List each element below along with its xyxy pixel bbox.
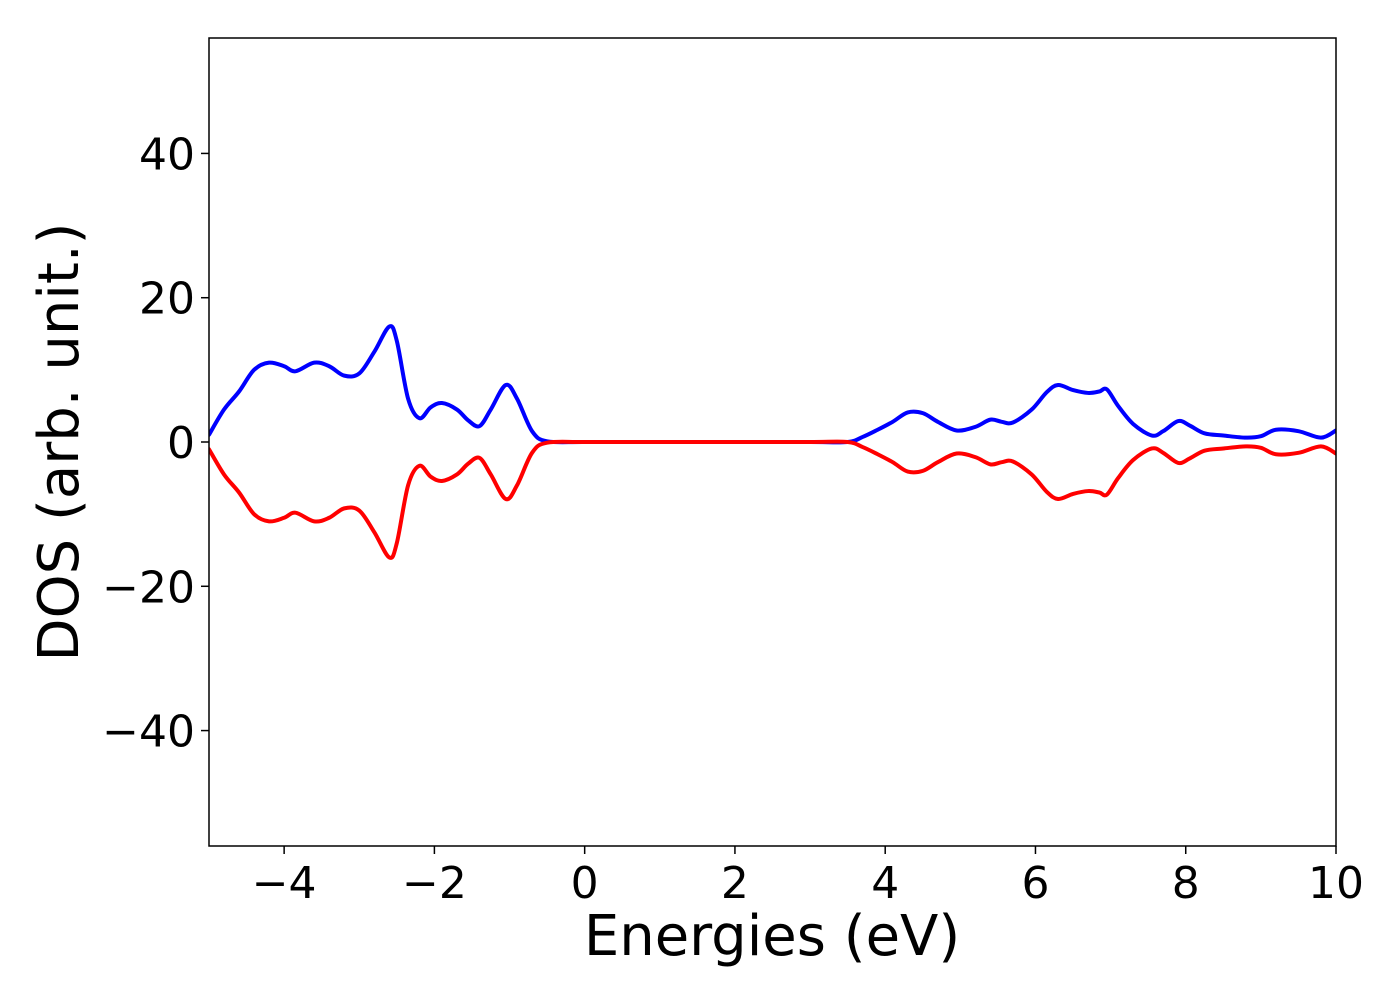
y-axis: −40 −20 0 20 40 — [102, 129, 209, 758]
y-axis-label: DOS (arb. unit.) — [27, 222, 92, 661]
y-tick-label: 0 — [167, 418, 195, 469]
x-tick-label: −4 — [252, 858, 317, 909]
series-layer — [209, 324, 1336, 560]
x-tick-label: 0 — [571, 858, 599, 909]
x-tick-label: 4 — [871, 858, 899, 909]
y-tick-label: −40 — [102, 707, 195, 758]
x-tick-label: 6 — [1021, 858, 1049, 909]
x-axis-label: Energies (eV) — [584, 904, 960, 969]
series-line-1 — [209, 324, 1336, 445]
x-tick-label: 8 — [1172, 858, 1200, 909]
y-tick-label: −20 — [102, 562, 195, 613]
y-tick-label: 20 — [139, 274, 195, 325]
x-tick-label: −2 — [402, 858, 467, 909]
x-tick-label: 2 — [721, 858, 749, 909]
y-tick-label: 40 — [139, 129, 195, 180]
series-line-2 — [209, 439, 1336, 560]
x-tick-label: 10 — [1308, 858, 1364, 909]
x-axis: −4 −2 0 2 4 6 8 10 — [252, 846, 1364, 909]
